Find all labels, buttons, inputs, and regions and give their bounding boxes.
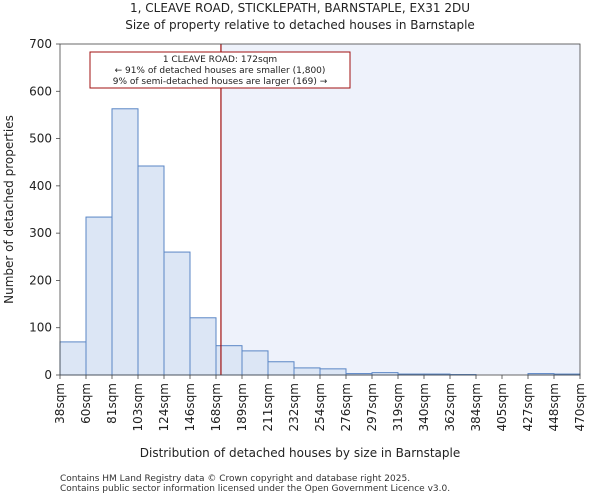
x-tick-label: 448sqm [547, 383, 561, 431]
x-tick-label: 146sqm [183, 383, 197, 431]
y-tick-label: 100 [29, 321, 52, 335]
bars-group [59, 108, 581, 376]
y-ticks: 0 100 200 300 400 500 600 700 [29, 37, 60, 382]
x-tick-label: 405sqm [495, 383, 509, 431]
bar-232sqm [293, 367, 321, 376]
bar-146sqm [189, 317, 217, 376]
x-tick-label: 427sqm [521, 383, 535, 431]
bar-211sqm [267, 361, 295, 376]
chart-subtitle: Size of property relative to detached ho… [125, 18, 475, 32]
annotation-rect [89, 51, 351, 89]
highlight-region [220, 44, 580, 375]
x-axis-label: Distribution of detached houses by size … [140, 446, 460, 460]
annotation-line3: 9% of semi-detached houses are larger (1… [113, 77, 328, 87]
x-tick-label: 254sqm [313, 383, 327, 431]
bar-chart: 0 100 200 300 400 500 600 700 38sqm 60sqm 81sqm 10… [2, 37, 587, 460]
x-tick-label: 362sqm [443, 383, 457, 431]
x-tick-label: 211sqm [261, 383, 275, 431]
bar-81sqm [111, 108, 139, 376]
chart-title: 1, CLEAVE ROAD, STICKLEPATH, BARNSTAPLE,… [130, 1, 470, 15]
footer-copyright: Contains HM Land Registry data © Crown c… [60, 474, 411, 484]
x-tick-label: 232sqm [287, 383, 301, 431]
x-tick-label: 340sqm [417, 383, 431, 431]
y-axis-label: Number of detached properties [2, 115, 16, 304]
bar-124sqm [163, 251, 191, 376]
y-tick-label: 500 [29, 132, 52, 146]
x-tick-label: 384sqm [469, 383, 483, 431]
y-tick-label: 400 [29, 179, 52, 193]
annotation-box: 1 CLEAVE ROAD: 172sqm ← 91% of detached … [89, 51, 351, 89]
annotation-line1: 1 CLEAVE ROAD: 172sqm [163, 55, 277, 65]
x-tick-label: 297sqm [365, 383, 379, 431]
bar-168sqm [215, 345, 243, 376]
x-ticks: 38sqm 60sqm 81sqm 103sqm 124sqm 146sqm 168sqm 1… [53, 375, 587, 431]
x-tick-label: 60sqm [79, 383, 93, 424]
x-tick-label: 470sqm [573, 383, 587, 431]
annotation-line2: ← 91% of detached houses are smaller (1,… [115, 66, 326, 76]
y-tick-label: 300 [29, 226, 52, 240]
x-tick-label: 168sqm [209, 383, 223, 431]
bar-254sqm [319, 368, 347, 376]
y-tick-label: 0 [44, 368, 52, 382]
y-tick-label: 600 [29, 84, 52, 98]
x-tick-label: 38sqm [53, 383, 67, 424]
bar-60sqm [85, 216, 113, 376]
y-tick-label: 200 [29, 273, 52, 287]
x-tick-label: 189sqm [235, 383, 249, 431]
y-tick-label: 700 [29, 37, 52, 51]
x-tick-label: 319sqm [391, 383, 405, 431]
bar-38sqm [59, 341, 87, 376]
bar-103sqm [137, 165, 165, 376]
bar-189sqm [241, 350, 269, 376]
footer-licence: Contains public sector information licen… [60, 484, 451, 494]
x-tick-label: 276sqm [339, 383, 353, 431]
x-tick-label: 124sqm [157, 383, 171, 431]
x-tick-label: 103sqm [131, 383, 145, 431]
x-tick-label: 81sqm [105, 383, 119, 424]
